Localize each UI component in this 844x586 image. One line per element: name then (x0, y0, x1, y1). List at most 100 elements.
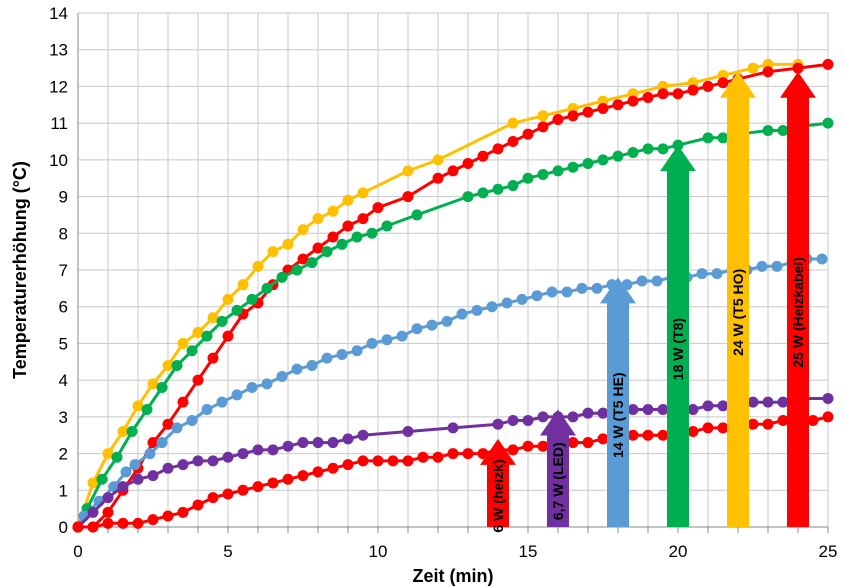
data-point (102, 492, 114, 504)
data-point (642, 429, 654, 441)
x-tick-label: 20 (669, 542, 688, 561)
arrow-label: 18 W (T8) (670, 318, 686, 380)
data-point (567, 110, 579, 122)
data-point (816, 253, 828, 265)
data-point (312, 242, 324, 254)
data-point (717, 132, 729, 144)
data-point (366, 337, 378, 349)
data-point (597, 154, 609, 166)
data-point (612, 99, 624, 111)
data-point (717, 77, 729, 89)
data-point (177, 459, 189, 471)
data-point (252, 444, 264, 456)
data-point (492, 183, 504, 195)
data-point (282, 238, 294, 250)
data-point (486, 301, 498, 313)
data-point (111, 451, 123, 463)
data-point (126, 426, 138, 438)
data-point (597, 433, 609, 445)
data-point (507, 117, 519, 129)
y-axis-title: Temperaturerhöhung (°C) (10, 161, 30, 379)
data-point (132, 517, 144, 529)
y-tick-label: 0 (59, 518, 68, 537)
data-point (447, 448, 459, 460)
data-point (642, 91, 654, 103)
data-point (162, 462, 174, 474)
data-point (252, 481, 264, 493)
data-point (327, 437, 339, 449)
data-point (402, 455, 414, 467)
data-point (267, 246, 279, 258)
data-point (96, 473, 108, 485)
data-point (147, 437, 159, 449)
data-point (144, 448, 156, 460)
data-point (291, 264, 303, 276)
data-point (162, 510, 174, 522)
data-point (267, 477, 279, 489)
series-line (76, 121, 829, 528)
series-line (78, 415, 829, 529)
data-point (777, 124, 789, 136)
data-point (762, 124, 774, 136)
data-point (432, 451, 444, 463)
data-point (651, 275, 663, 287)
data-point (321, 352, 333, 364)
data-point (117, 481, 129, 493)
arrow-4: 18 W (T8) (660, 145, 696, 527)
data-point (156, 381, 168, 393)
data-point (771, 260, 783, 272)
data-point (411, 209, 423, 221)
data-point (792, 62, 804, 74)
data-point (147, 378, 159, 390)
data-point (132, 400, 144, 412)
data-point (222, 488, 234, 500)
data-point (276, 370, 288, 382)
data-point (807, 415, 819, 427)
data-point (402, 165, 414, 177)
data-point (297, 470, 309, 482)
data-point (87, 521, 99, 533)
data-point (222, 293, 234, 305)
data-point (507, 444, 519, 456)
data-point (216, 396, 228, 408)
data-point (501, 297, 513, 309)
arrow-shape (720, 71, 756, 527)
arrow-3: 14 W (T5 HE) (600, 277, 636, 527)
arrow-2: 6,7 W (LED) (540, 409, 576, 527)
data-point (672, 88, 684, 100)
y-tick-label: 9 (59, 188, 68, 207)
data-point (402, 426, 414, 438)
series-2 (72, 58, 834, 533)
data-point (381, 334, 393, 346)
data-point (222, 451, 234, 463)
data-point (432, 172, 444, 184)
data-point (342, 194, 354, 206)
data-point (456, 308, 468, 320)
data-point (591, 282, 603, 294)
data-point (756, 260, 768, 272)
data-point (72, 521, 84, 533)
data-point (267, 444, 279, 456)
data-point (777, 396, 789, 408)
data-point (576, 282, 588, 294)
data-point (177, 506, 189, 518)
arrow-label: 6,7 W (LED) (550, 442, 566, 520)
data-point (246, 293, 258, 305)
data-point (507, 136, 519, 147)
data-point (636, 275, 648, 287)
data-point (237, 448, 249, 460)
data-point (117, 517, 129, 529)
data-point (306, 257, 318, 269)
data-point (342, 433, 354, 445)
data-point (477, 150, 489, 162)
x-tick-label: 5 (223, 542, 232, 561)
data-point (186, 345, 198, 357)
data-point (657, 88, 669, 100)
data-point (582, 437, 594, 449)
data-point (627, 404, 639, 416)
arrow-label: 14 W (T5 HE) (610, 372, 626, 458)
data-point (192, 326, 204, 338)
arrow-label: 25 W (Heizkabel) (790, 257, 806, 367)
data-point (492, 143, 504, 155)
data-point (261, 378, 273, 390)
